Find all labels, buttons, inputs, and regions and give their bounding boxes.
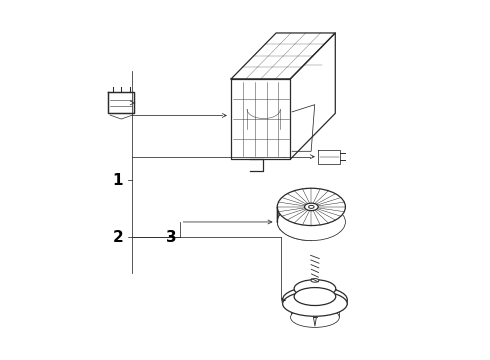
Text: 1: 1: [113, 172, 123, 188]
Ellipse shape: [294, 280, 336, 298]
Ellipse shape: [294, 288, 336, 306]
Ellipse shape: [309, 206, 314, 208]
Ellipse shape: [304, 203, 318, 211]
Ellipse shape: [277, 188, 345, 226]
Ellipse shape: [283, 287, 347, 312]
Polygon shape: [318, 149, 341, 164]
Ellipse shape: [311, 279, 319, 282]
Ellipse shape: [277, 203, 345, 240]
Ellipse shape: [291, 297, 339, 317]
Ellipse shape: [291, 307, 339, 327]
Text: 2: 2: [112, 230, 123, 245]
Polygon shape: [108, 93, 134, 113]
Ellipse shape: [283, 291, 347, 316]
Text: 3: 3: [166, 230, 177, 245]
